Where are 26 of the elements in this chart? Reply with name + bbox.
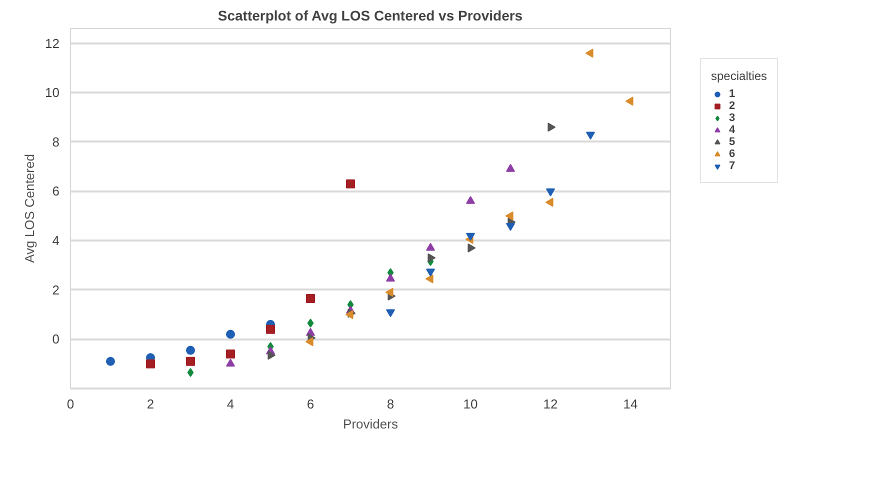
y-axis-title: Avg LOS Centered (22, 154, 38, 263)
legend-label: 7 (729, 160, 736, 172)
x-tick-label: 14 (623, 396, 638, 412)
x-tick-label: 2 (146, 396, 154, 412)
y-tick-label: 10 (45, 85, 60, 100)
chart-title: Scatterplot of Avg LOS Centered vs Providers (218, 8, 523, 24)
legend-label: 4 (729, 124, 736, 136)
legend-label: 2 (729, 100, 736, 112)
x-tick-label: 6 (306, 396, 314, 412)
x-tick-label: 10 (463, 396, 478, 412)
x-axis-title: Providers (343, 416, 398, 432)
legend-label: 3 (729, 112, 736, 124)
x-tick-label: 8 (386, 396, 394, 412)
legend-label: 1 (729, 88, 736, 100)
x-tick-label: 12 (543, 396, 558, 412)
y-tick-label: 0 (52, 332, 60, 347)
y-tick-label: 2 (52, 282, 60, 298)
x-tick-label: 4 (226, 396, 234, 412)
x-tick-label: 0 (66, 396, 74, 412)
legend-title: specialties (711, 69, 768, 83)
legend-label: 5 (729, 136, 736, 148)
y-tick-label: 12 (45, 36, 60, 51)
y-tick-label: 6 (52, 184, 60, 199)
legend-label: 6 (729, 148, 736, 160)
y-tick-label: 8 (52, 134, 60, 150)
y-tick-label: 4 (52, 233, 60, 248)
